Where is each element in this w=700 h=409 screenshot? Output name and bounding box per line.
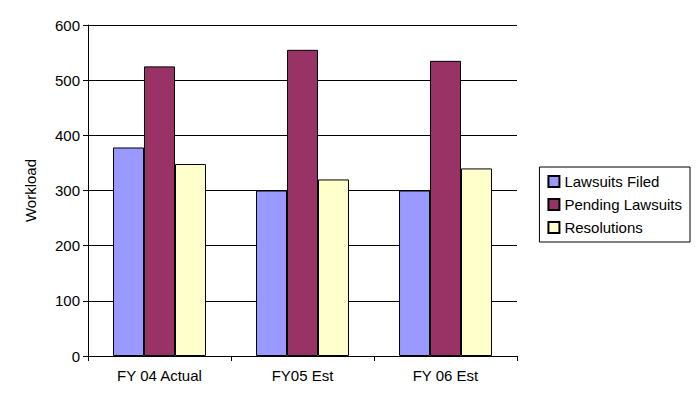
- svg-text:0: 0: [72, 348, 80, 365]
- svg-text:100: 100: [55, 292, 80, 309]
- svg-text:FY 06 Est: FY 06 Est: [413, 367, 479, 384]
- svg-text:Resolutions: Resolutions: [564, 219, 642, 236]
- svg-text:300: 300: [55, 182, 80, 199]
- svg-text:FY 04 Actual: FY 04 Actual: [117, 367, 202, 384]
- svg-text:FY05 Est: FY05 Est: [272, 367, 335, 384]
- svg-text:Lawsuits Filed: Lawsuits Filed: [564, 173, 659, 190]
- svg-text:Workload: Workload: [22, 159, 39, 222]
- svg-text:200: 200: [55, 237, 80, 254]
- svg-text:400: 400: [55, 127, 80, 144]
- svg-text:Pending Lawsuits: Pending Lawsuits: [564, 196, 682, 213]
- svg-text:600: 600: [55, 17, 80, 34]
- svg-text:500: 500: [55, 72, 80, 89]
